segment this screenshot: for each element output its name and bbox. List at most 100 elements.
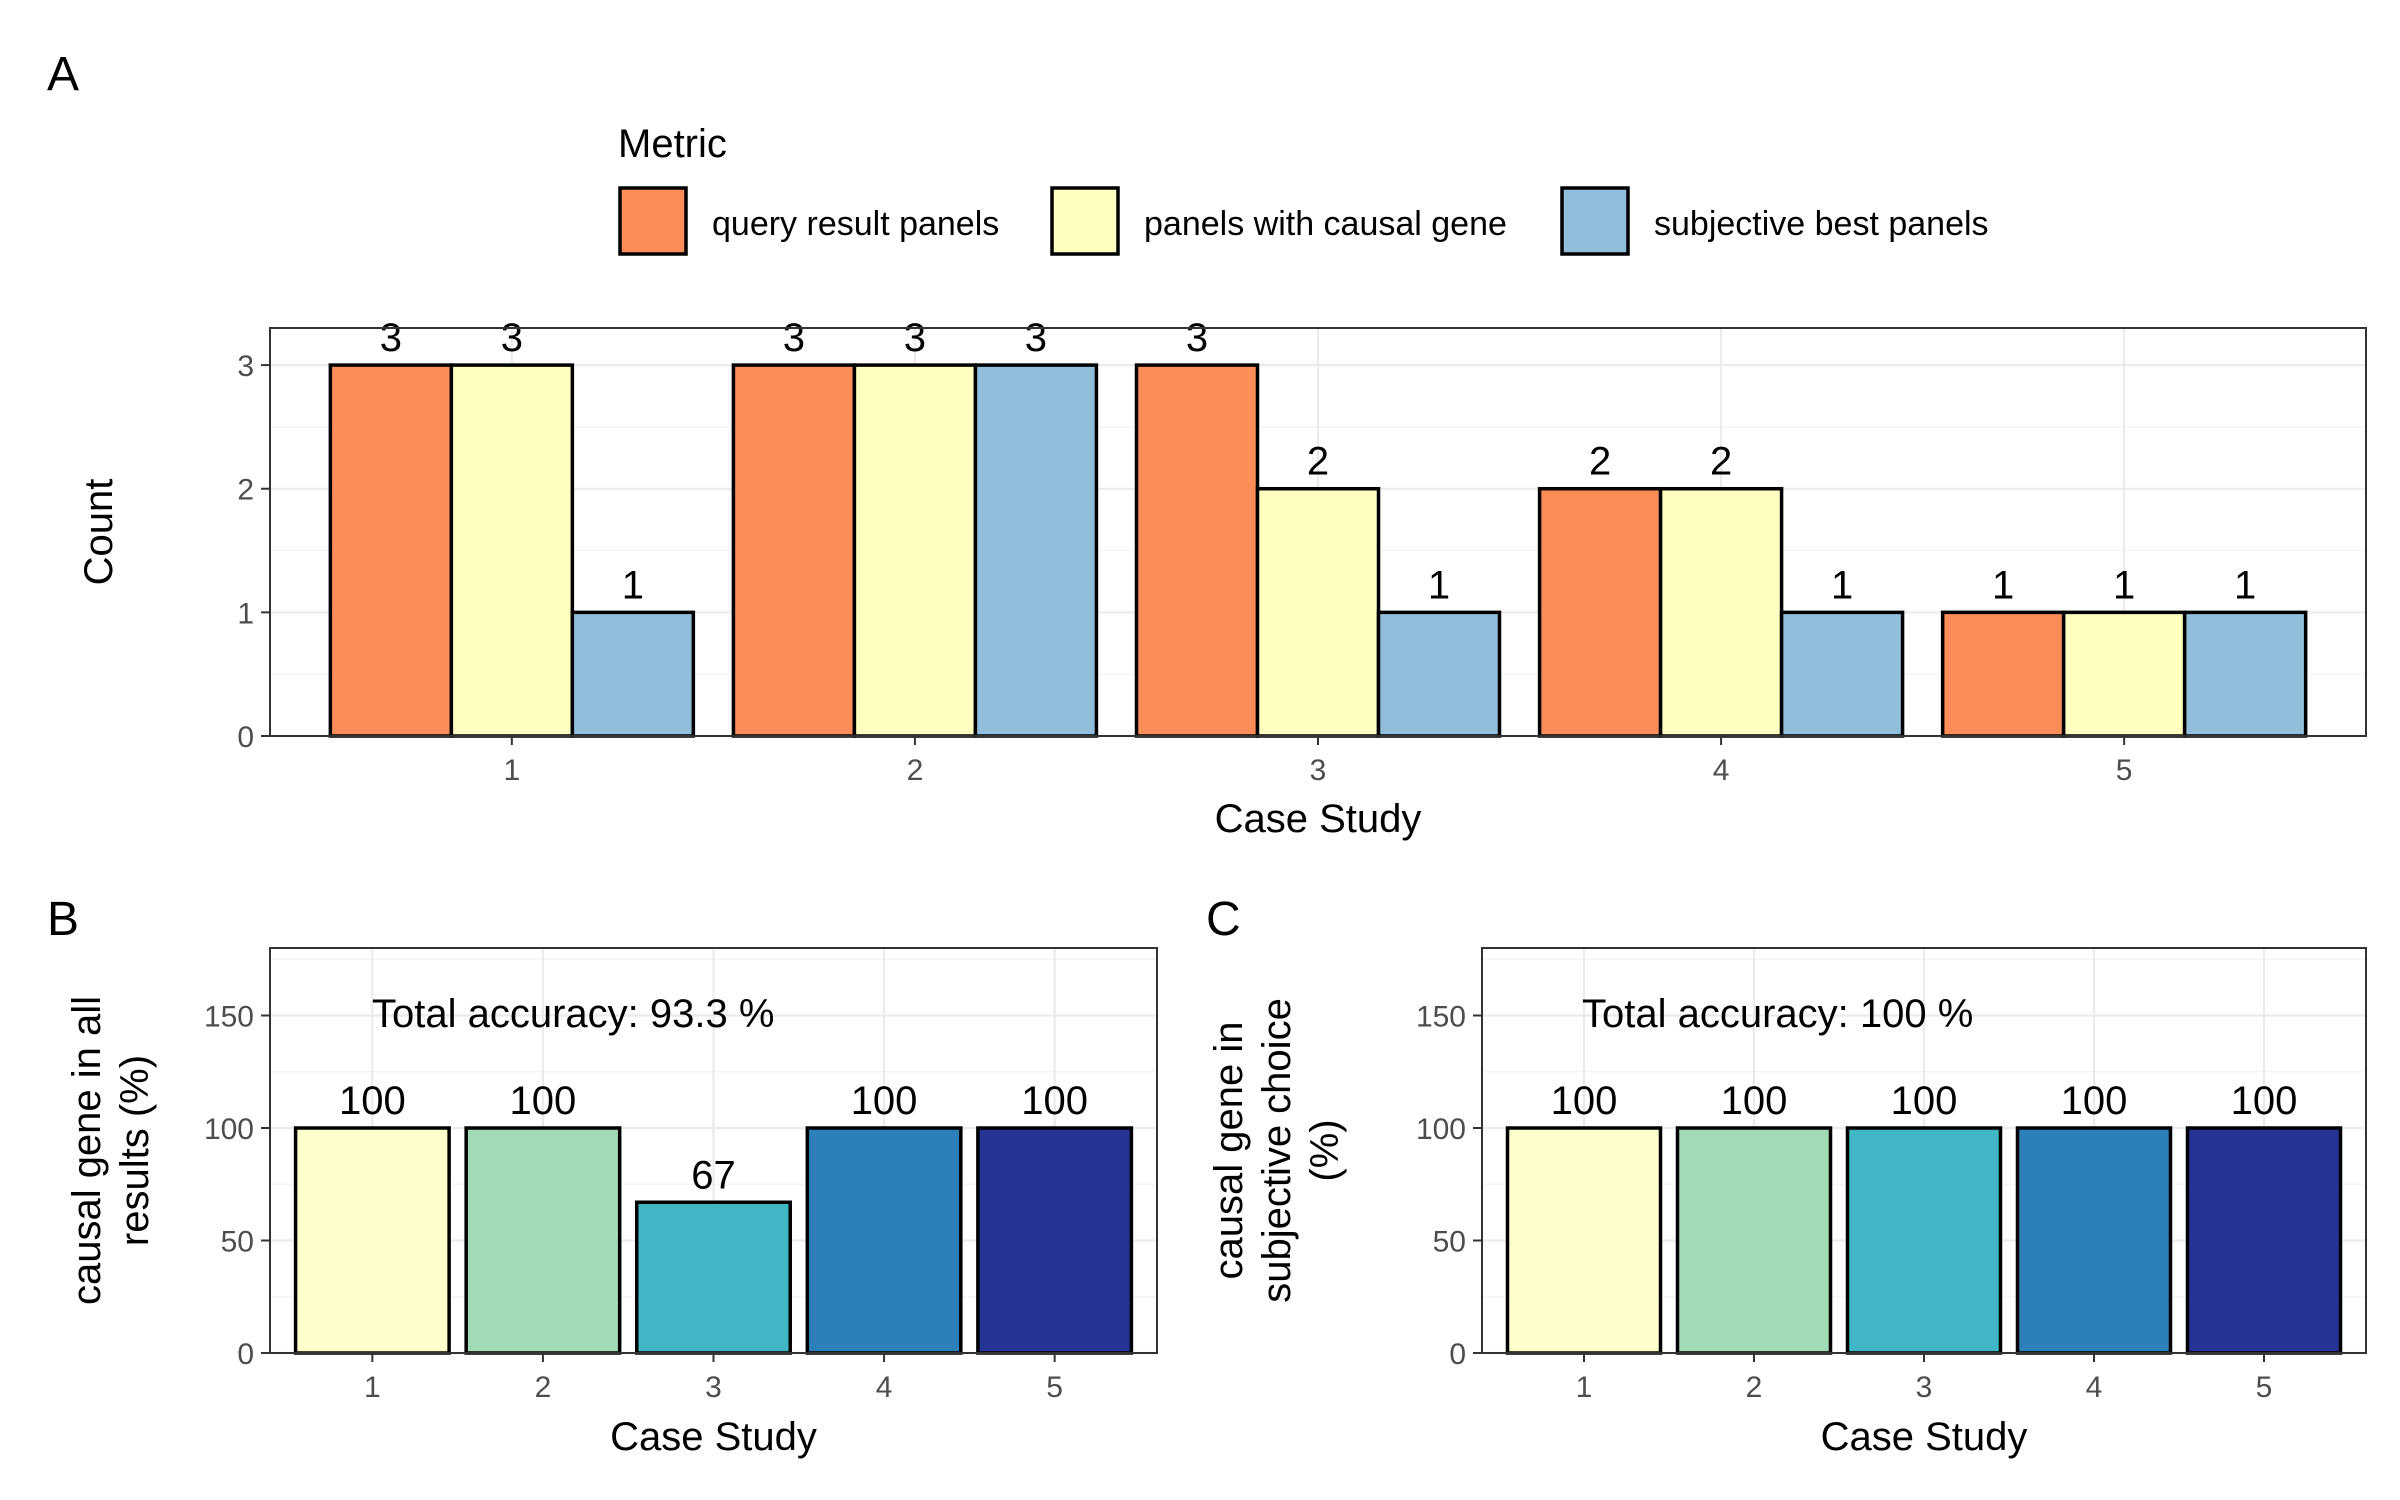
y-tick-label: 0 <box>237 1338 254 1371</box>
bar <box>1376 610 1502 738</box>
legend-label: query result panels <box>712 205 999 243</box>
x-tick-label: 5 <box>2116 754 2133 787</box>
bar <box>2015 1126 2173 1355</box>
y-tick-label: 150 <box>204 1001 254 1034</box>
y-axis-title: causal gene in subjective choice (%) <box>1207 998 1347 1303</box>
legend-label: panels with causal gene <box>1144 205 1507 243</box>
bar <box>1658 486 1784 738</box>
panel-a: A Metric query result panels panels with ca… <box>47 48 2367 841</box>
x-axis-title: Case Study <box>1215 797 1422 841</box>
y-axis-title: Count <box>77 479 121 586</box>
y-axis-title-line: causal gene in all <box>65 996 109 1305</box>
data-label: 100 <box>1021 1079 1088 1123</box>
x-tick-label: 3 <box>1310 754 1327 787</box>
bar <box>634 1200 793 1355</box>
data-label: 1 <box>1831 563 1853 607</box>
data-label: 1 <box>622 563 644 607</box>
accuracy-annotation: Total accuracy: 93.3 % <box>372 992 774 1036</box>
data-label: 2 <box>1710 440 1732 484</box>
legend-swatch <box>1560 186 1630 256</box>
bar <box>1845 1126 2003 1355</box>
y-tick-label: 0 <box>237 721 254 754</box>
x-axis-title: Case Study <box>610 1415 817 1459</box>
panel-tag-c: C <box>1206 893 1241 946</box>
x-tick-label: 4 <box>1713 754 1730 787</box>
y-axis-title-line: results (%) <box>113 1055 157 1246</box>
panel-tag-a: A <box>47 48 79 101</box>
x-tick-label: 5 <box>2256 1371 2273 1404</box>
data-label: 3 <box>904 316 926 360</box>
panel-c: C 100 100 100 100 100 Total accuracy: 100 % 0 50… <box>1206 893 2367 1459</box>
bar <box>464 1126 622 1355</box>
accuracy-annotation: Total accuracy: 100 % <box>1582 992 1973 1036</box>
data-label: 2 <box>1589 440 1611 484</box>
y-tick-label: 100 <box>204 1113 254 1146</box>
data-label: 67 <box>691 1153 736 1197</box>
bar <box>731 363 857 738</box>
x-tick-label: 2 <box>1746 1371 1763 1404</box>
x-tick-label: 1 <box>504 754 521 787</box>
data-label: 2 <box>1307 440 1329 484</box>
y-axis-title: causal gene in all results (%) <box>65 996 157 1305</box>
y-axis-title-line: subjective choice <box>1255 998 1299 1303</box>
bar <box>2185 1126 2343 1355</box>
x-tick-label: 4 <box>2086 1371 2103 1404</box>
bar <box>805 1126 963 1355</box>
bar <box>1675 1126 1833 1355</box>
data-label: 3 <box>1186 316 1208 360</box>
panel-tag-b: B <box>47 893 79 946</box>
bar <box>1505 1126 1663 1355</box>
data-label: 100 <box>510 1079 577 1123</box>
y-axis-title-line: (%) <box>1303 1119 1347 1181</box>
legend-title: Metric <box>618 122 727 166</box>
bar <box>328 363 454 738</box>
x-tick-label: 1 <box>1576 1371 1593 1404</box>
y-tick-label: 1 <box>237 597 254 630</box>
data-label: 1 <box>2113 563 2135 607</box>
legend-label: subjective best panels <box>1654 205 1989 243</box>
y-axis-title-line: causal gene in <box>1207 1022 1251 1280</box>
bar <box>852 363 978 738</box>
legend-swatch <box>618 186 688 256</box>
data-label: 100 <box>1891 1079 1958 1123</box>
bar <box>2061 610 2187 738</box>
bar <box>1134 363 1260 738</box>
data-label: 100 <box>1551 1079 1618 1123</box>
x-tick-label: 3 <box>1916 1371 1933 1404</box>
bar <box>570 610 696 738</box>
x-tick-label: 2 <box>535 1371 552 1404</box>
bar <box>293 1126 451 1355</box>
bar <box>1779 610 1905 738</box>
data-label: 3 <box>783 316 805 360</box>
y-tick-label: 3 <box>237 350 254 383</box>
x-tick-label: 3 <box>705 1371 722 1404</box>
x-tick-label: 4 <box>876 1371 893 1404</box>
data-label: 1 <box>1428 563 1450 607</box>
data-label: 1 <box>1992 563 2014 607</box>
panel-b: B 100 100 67 100 100 Total accuracy: 93.3 % 0 50… <box>47 893 1158 1459</box>
bar <box>1255 486 1381 738</box>
data-label: 3 <box>501 316 523 360</box>
bar <box>449 363 575 738</box>
data-label: 100 <box>2231 1079 2298 1123</box>
data-label: 100 <box>851 1079 918 1123</box>
data-label: 3 <box>1025 316 1047 360</box>
y-tick-label: 0 <box>1449 1338 1466 1371</box>
x-tick-label: 5 <box>1046 1371 1063 1404</box>
data-label: 3 <box>380 316 402 360</box>
y-tick-label: 2 <box>237 474 254 507</box>
bar <box>973 363 1099 738</box>
y-tick-label: 50 <box>1433 1226 1466 1259</box>
legend-swatch <box>1050 186 1120 256</box>
data-label: 100 <box>1721 1079 1788 1123</box>
data-label: 1 <box>2234 563 2256 607</box>
x-tick-label: 2 <box>907 754 924 787</box>
y-tick-label: 100 <box>1416 1113 1466 1146</box>
bar <box>1537 486 1663 738</box>
bar <box>2182 610 2308 738</box>
x-tick-label: 1 <box>364 1371 381 1404</box>
data-label: 100 <box>2061 1079 2128 1123</box>
data-label: 100 <box>339 1079 406 1123</box>
y-tick-label: 50 <box>221 1226 254 1259</box>
